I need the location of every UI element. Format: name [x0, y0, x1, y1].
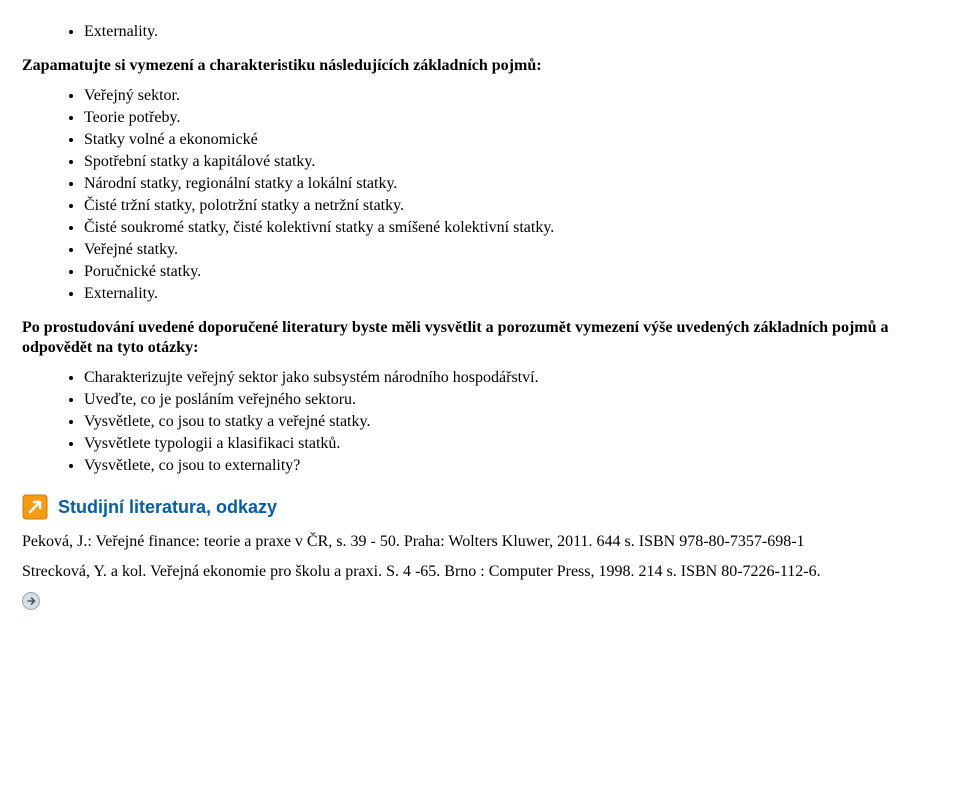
- list-item: Statky volné a ekonomické: [84, 130, 938, 150]
- list-item: Uveďte, co je posláním veřejného sektoru…: [84, 390, 938, 410]
- list-item: Vysvětlete, co jsou to externality?: [84, 456, 938, 476]
- list-item: Veřejné statky.: [84, 240, 938, 260]
- study-intro: Po prostudování uvedené doporučené liter…: [22, 318, 938, 358]
- remember-intro: Zapamatujte si vymezení a charakteristik…: [22, 56, 938, 76]
- literature-heading-row: Studijní literatura, odkazy: [22, 494, 938, 520]
- reference-item: Peková, J.: Veřejné finance: teorie a pr…: [22, 532, 938, 552]
- list-item: Externality.: [84, 22, 938, 42]
- next-page-icon[interactable]: [22, 592, 40, 610]
- study-list: Charakterizujte veřejný sektor jako subs…: [22, 368, 938, 476]
- list-item: Externality.: [84, 284, 938, 304]
- list-item: Charakterizujte veřejný sektor jako subs…: [84, 368, 938, 388]
- external-link-icon: [22, 494, 48, 520]
- literature-heading: Studijní literatura, odkazy: [58, 496, 277, 519]
- top-bullet-list: Externality.: [22, 22, 938, 42]
- list-item: Čisté tržní statky, polotržní statky a n…: [84, 196, 938, 216]
- reference-item: Strecková, Y. a kol. Veřejná ekonomie pr…: [22, 562, 938, 582]
- list-item: Veřejný sektor.: [84, 86, 938, 106]
- remember-list: Veřejný sektor. Teorie potřeby. Statky v…: [22, 86, 938, 304]
- list-item: Poručnické statky.: [84, 262, 938, 282]
- list-item: Čisté soukromé statky, čisté kolektivní …: [84, 218, 938, 238]
- list-item: Vysvětlete, co jsou to statky a veřejné …: [84, 412, 938, 432]
- list-item: Vysvětlete typologii a klasifikaci statk…: [84, 434, 938, 454]
- list-item: Národní statky, regionální statky a loká…: [84, 174, 938, 194]
- list-item: Teorie potřeby.: [84, 108, 938, 128]
- list-item: Spotřební statky a kapitálové statky.: [84, 152, 938, 172]
